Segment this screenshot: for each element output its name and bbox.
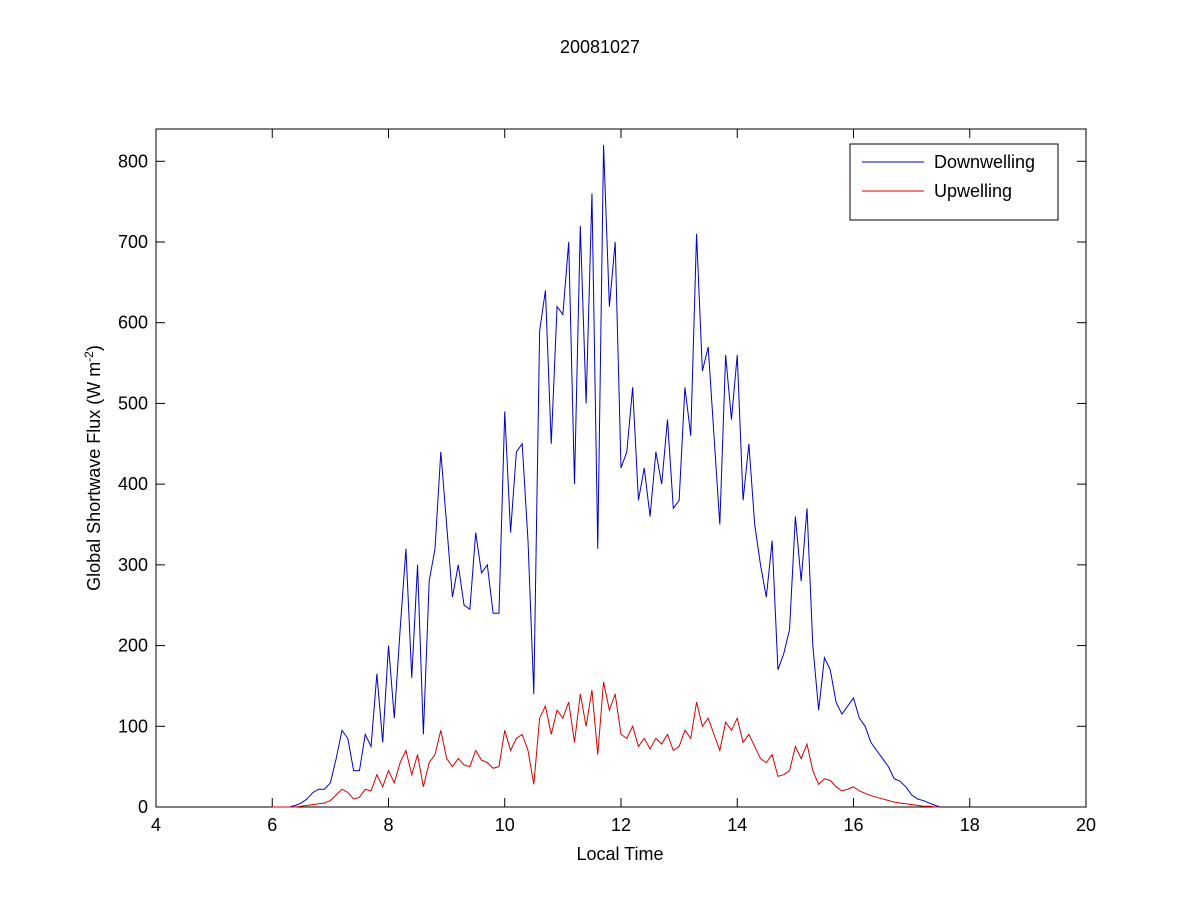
x-tick-label: 4: [151, 815, 161, 835]
plot-frame: [155, 128, 1087, 808]
x-tick-label: 18: [960, 815, 980, 835]
data-line: [272, 681, 941, 808]
y-tick-label: 500: [118, 393, 148, 413]
y-tick-label: 100: [118, 716, 148, 736]
y-axis-label-end: ): [84, 345, 104, 351]
data-line: [272, 145, 941, 808]
legend-label: Downwelling: [934, 152, 1035, 172]
x-tick-label: 8: [383, 815, 393, 835]
x-axis-label: Local Time: [576, 844, 663, 864]
x-tick-label: 6: [267, 815, 277, 835]
x-tick-label: 16: [843, 815, 863, 835]
y-axis-label: Global Shortwave Flux (W m-2): [82, 345, 104, 591]
x-tick-label: 12: [611, 815, 631, 835]
x-tick-label: 20: [1076, 815, 1096, 835]
y-tick-label: 0: [138, 797, 148, 817]
legend-box: [849, 143, 1059, 221]
x-tick-label: 14: [727, 815, 747, 835]
y-tick-label: 800: [118, 151, 148, 171]
x-tick-label: 10: [495, 815, 515, 835]
y-tick-label: 200: [118, 636, 148, 656]
y-tick-label: 300: [118, 555, 148, 575]
legend-label: Upwelling: [934, 181, 1012, 201]
y-tick-label: 700: [118, 232, 148, 252]
y-tick-label: 400: [118, 474, 148, 494]
chart-title: 20081027: [560, 37, 640, 57]
y-axis-label-superscript: -2: [82, 351, 96, 362]
y-axis-label-text: Global Shortwave Flux (W m: [84, 362, 104, 591]
y-tick-label: 600: [118, 313, 148, 333]
